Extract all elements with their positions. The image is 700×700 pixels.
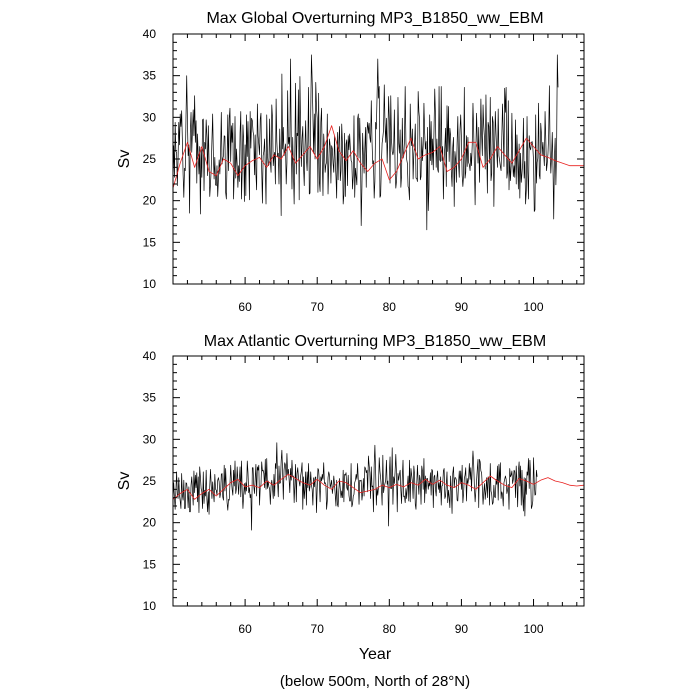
x-tick-label: 60 [238,622,252,636]
footer-note: (below 500m, North of 28°N) [280,673,470,690]
axis-ticks [172,355,584,607]
y-tick-label: 20 [143,516,157,530]
y-tick-label: 20 [143,194,157,208]
chart-global-overturning: Max Global Overturning MP3_B1850_ww_EBM … [116,10,585,314]
y-tick-label: 40 [143,27,157,41]
x-axis-label: Year [359,646,392,663]
chart-title: Max Atlantic Overturning MP3_B1850_ww_EB… [204,333,546,350]
y-tick-label: 30 [143,110,157,124]
y-tick-label: 10 [143,599,157,613]
y-axis-label: Sv [116,472,133,491]
x-tick-label: 100 [524,300,544,314]
plot-area: 10 15 20 25 30 35 40 60 70 80 90 100 [143,349,585,636]
y-tick-label: 25 [143,474,157,488]
x-tick-label: 80 [383,300,397,314]
chart-title: Max Global Overturning MP3_B1850_ww_EBM [206,10,543,27]
series-line-2 [172,125,584,189]
y-axis-label: Sv [116,150,133,169]
y-tick-label: 30 [143,432,157,446]
y-tick-label: 40 [143,349,157,363]
y-tick-label: 35 [143,69,157,83]
plot-area: 10 15 20 25 30 35 40 60 70 80 90 100 [143,27,585,314]
y-tick-label: 10 [143,277,157,291]
x-tick-label: 100 [524,622,544,636]
chart-atlantic-overturning: Max Atlantic Overturning MP3_B1850_ww_EB… [116,333,585,663]
y-tick-label: 25 [143,152,157,166]
series-line-2 [172,473,585,500]
x-tick-label: 70 [311,300,325,314]
y-tick-label: 15 [143,557,157,571]
y-tick-label: 35 [143,391,157,405]
series-line-1 [172,442,538,531]
x-tick-label: 90 [455,622,469,636]
x-tick-label: 90 [455,300,469,314]
x-tick-label: 70 [311,622,325,636]
x-tick-label: 80 [383,622,397,636]
axis-ticks [172,33,584,285]
y-tick-label: 15 [143,235,157,249]
x-tick-label: 60 [238,300,252,314]
series-line-1 [172,54,559,231]
